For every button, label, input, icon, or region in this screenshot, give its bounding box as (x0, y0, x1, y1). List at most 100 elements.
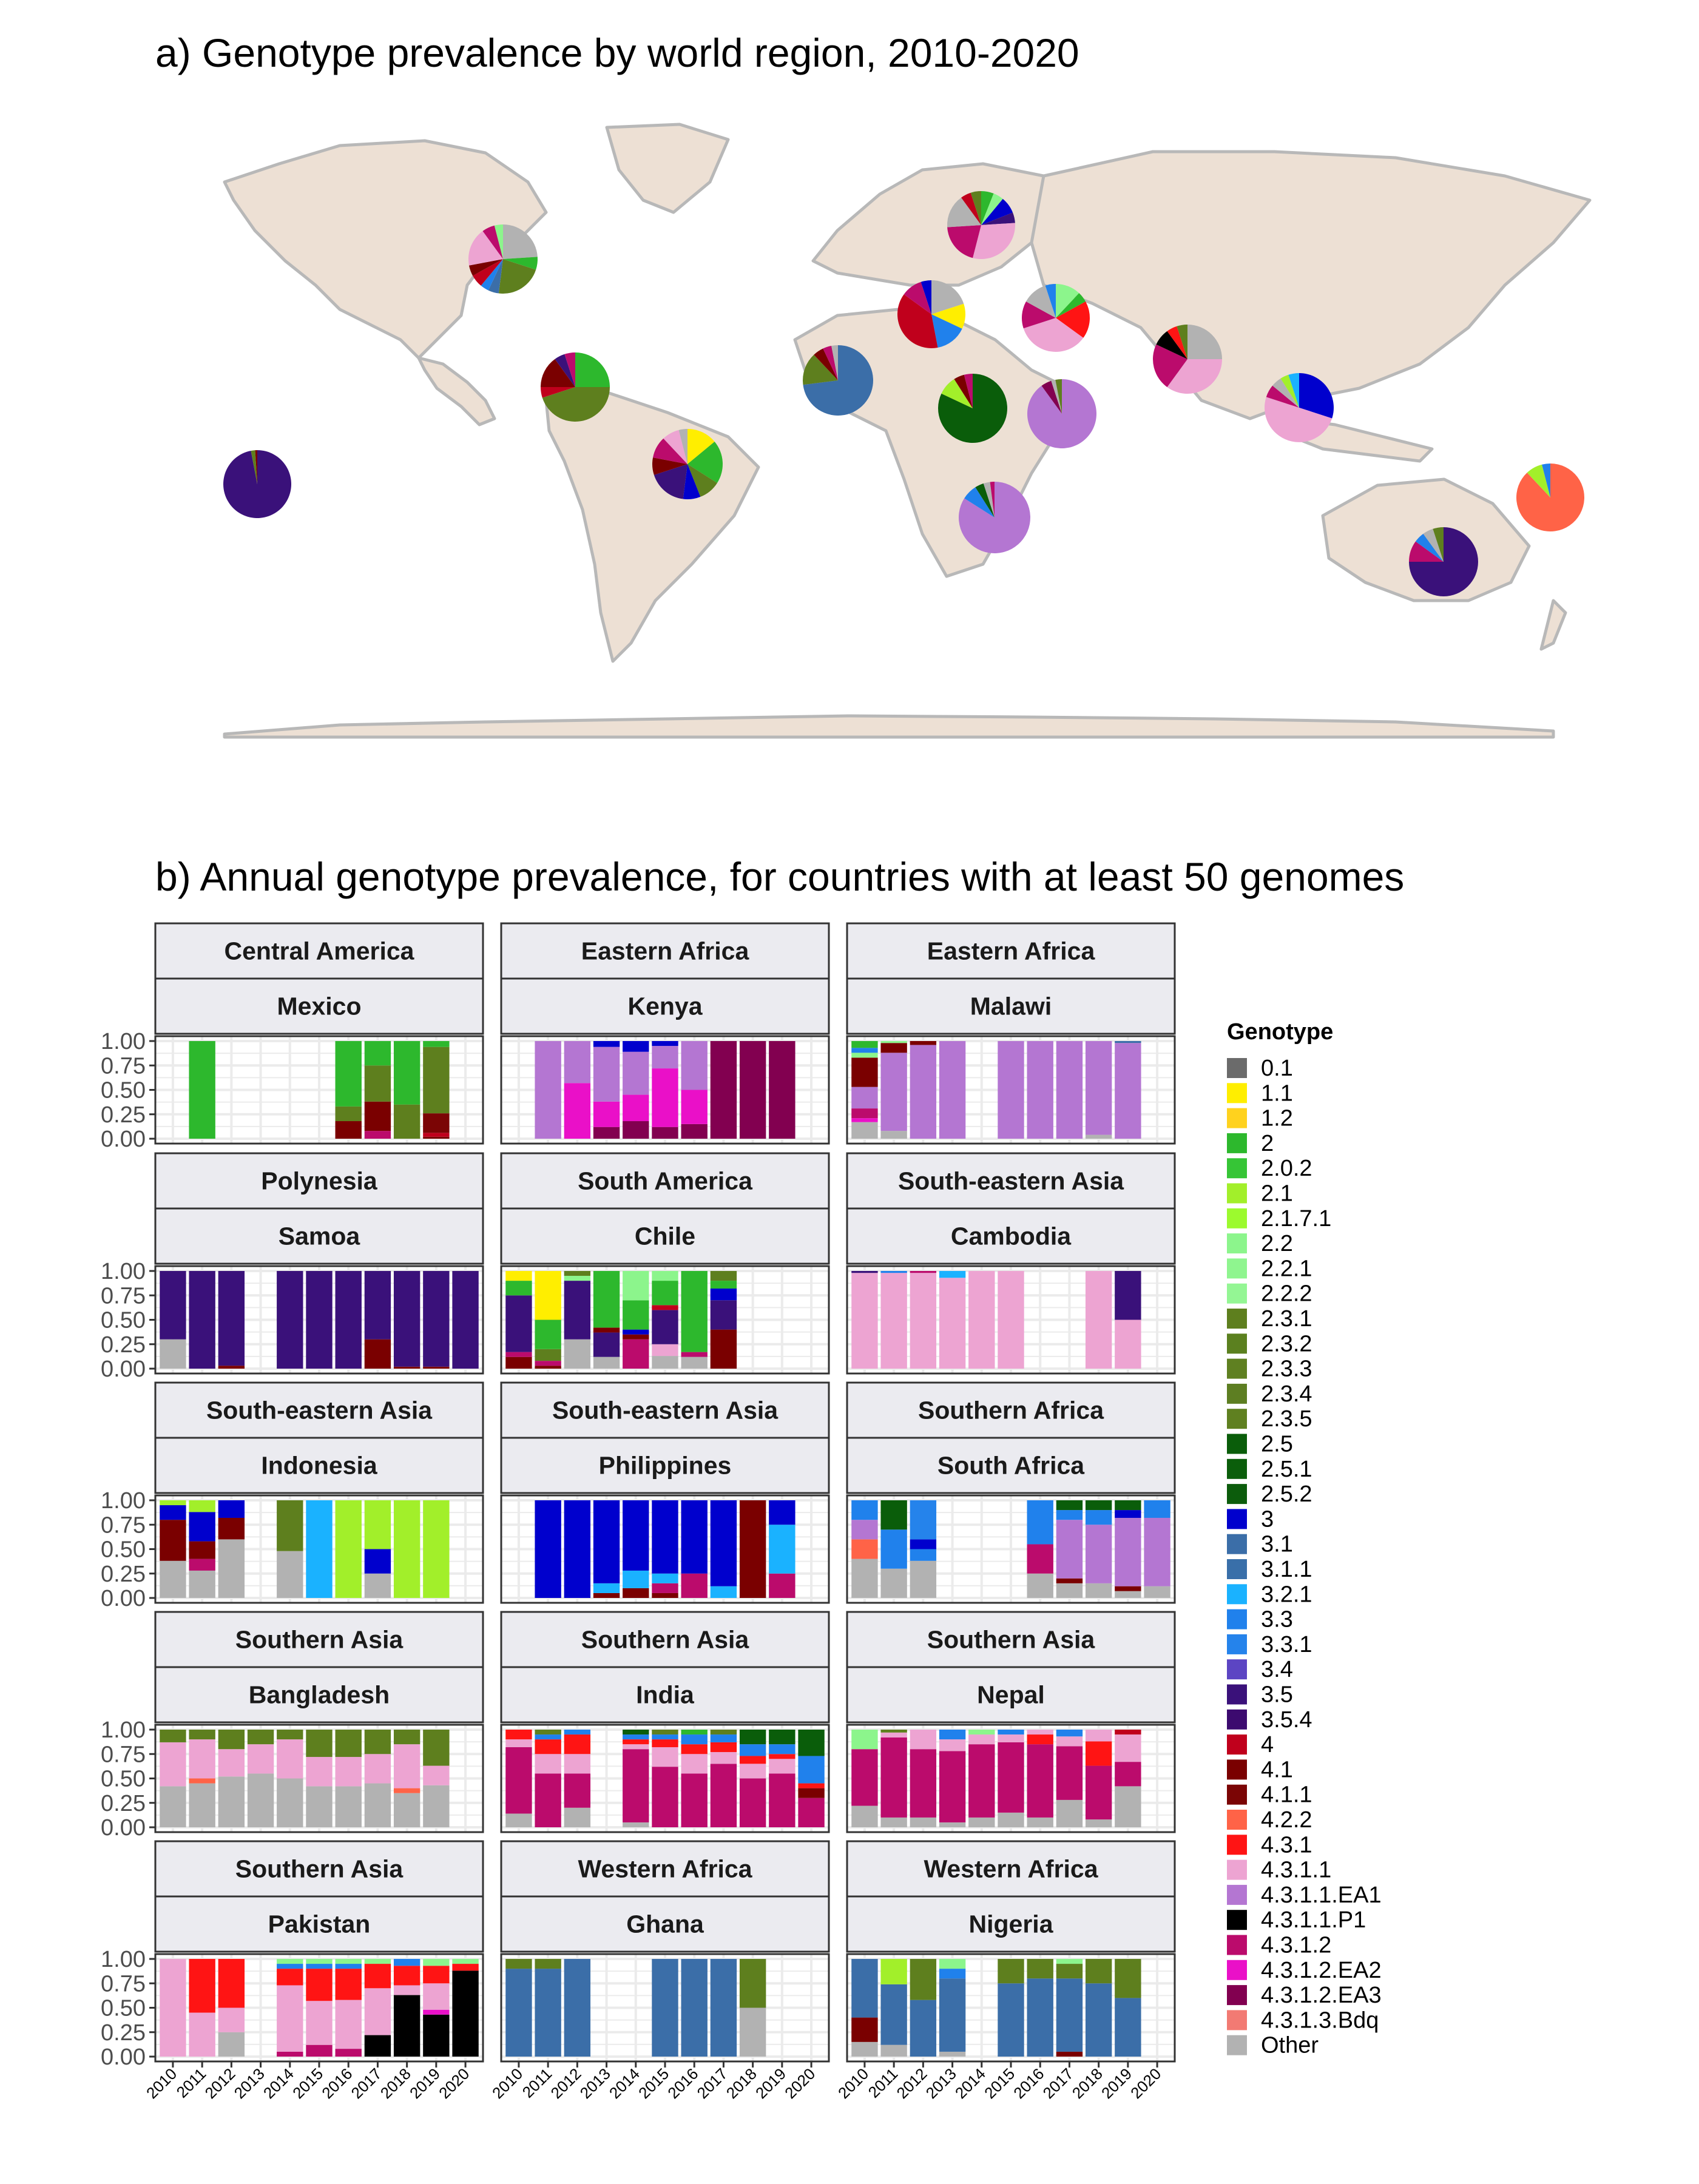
bar-segment-3-3 (1085, 1510, 1112, 1525)
bar-segment-2-3-1 (393, 1730, 421, 1745)
bar-segment-3-5 (335, 1271, 362, 1369)
legend-label: Other (1261, 2033, 1319, 2058)
bar-segment-4-1 (851, 1057, 878, 1087)
bar-segment-2 (535, 1320, 561, 1349)
bar-segment-4-3-1-2 (851, 1749, 878, 1806)
bar-segment-3 (652, 1500, 678, 1574)
bar-segment-2-3-1 (1085, 1959, 1112, 1984)
pie-slice-2 (503, 257, 538, 270)
bar-segment-other (160, 1339, 186, 1369)
bar-segment-4-3-1-2-ea3 (593, 1127, 620, 1139)
pie-slice-4-3-1-1 (1167, 359, 1222, 394)
bar-segment-4-3-1-2 (623, 1749, 649, 1822)
bar-segment-3 (623, 1041, 649, 1052)
facet-strip-region: South-eastern Asia (206, 1397, 433, 1424)
bar-segment-4-3-1-1 (998, 1734, 1024, 1742)
bar-segment-2-2 (452, 1959, 479, 1964)
bar-segment-4-3-1-2-ea2 (564, 1083, 591, 1139)
legend-label: 4 (1261, 1732, 1274, 1758)
legend-label: 2.0.2 (1261, 1156, 1312, 1181)
facet-mexico: Central America Mexico 1.000.750.500.250.0… (101, 922, 484, 1152)
x-tick-label: 2017 (348, 2064, 385, 2102)
y-tick-label: 0.00 (101, 1815, 146, 1841)
bar-segment-2-1 (189, 1500, 215, 1512)
bar-segment-4-3-1-1 (939, 1739, 966, 1751)
x-tick-label: 2020 (1127, 2064, 1164, 2102)
bar-segment-3-1 (1115, 1998, 1141, 2057)
pie-slice-other (831, 345, 838, 380)
bar-segment-3-3 (880, 1271, 907, 1273)
x-tick-label: 2019 (406, 2064, 444, 2102)
bar-segment-other (1056, 1583, 1083, 1598)
legend-item-2-1: 2.1 (1227, 1181, 1293, 1207)
facet-strip-country-bg (500, 1666, 830, 1724)
pie-slice-4-3-1-2 (564, 352, 575, 387)
bar-segment-4-3-1-1 (364, 1754, 391, 1784)
bar-segment-2-2 (939, 1959, 966, 1969)
legend-label: 3.1.1 (1261, 1557, 1312, 1582)
bar-segment-other (364, 1573, 391, 1598)
bar-segment-4-3-1 (452, 1964, 479, 1971)
bar-segment-3-3 (1144, 1500, 1170, 1518)
legend-item-3-3: 3.3 (1227, 1607, 1293, 1633)
bar-segment-4-3-1-2 (998, 1742, 1024, 1813)
bar-segment-4-1 (423, 1136, 450, 1139)
bar-segment-2 (335, 1041, 362, 1107)
pie-slice-4-3-1-1 (468, 231, 503, 266)
pie-slice-2 (1056, 293, 1086, 318)
legend-item-4: 4 (1227, 1732, 1274, 1758)
bar-segment-3-3 (393, 1959, 421, 1966)
legend-key (1227, 1233, 1247, 1254)
legend-label: 3.3 (1261, 1607, 1293, 1633)
bar-segment-4-3-1-1-ea1 (593, 1046, 620, 1102)
bar-segment-4-3-1-1 (393, 1744, 421, 1788)
y-tick-label: 1.00 (101, 1029, 146, 1054)
bar-segment-4-3-1-1 (505, 1739, 532, 1747)
pie-slice-3-3 (964, 487, 995, 517)
bar-segment-2-5 (769, 1730, 795, 1745)
legend-item-2-3-1: 2.3.1 (1227, 1306, 1312, 1332)
facet-strip-region: Polynesia (261, 1167, 378, 1195)
bar-segment-4-3-1-1 (1085, 1271, 1112, 1369)
bar-segment-3-5 (277, 1271, 303, 1369)
facet-strip-country-bg (846, 977, 1176, 1035)
bar-segment-3-2-1 (710, 1586, 737, 1598)
bar-segment-4-3-1-1 (423, 1765, 450, 1785)
bar-segment-4 (423, 1133, 450, 1137)
bar-segment-4-3-1-2-ea3 (652, 1127, 678, 1139)
landmass-europe (811, 162, 1064, 287)
facet-strip-region: Southern Asia (927, 1626, 1096, 1654)
legend-key (1227, 1509, 1247, 1529)
bar-segment-3-3 (277, 1964, 303, 1969)
pie-central-america (541, 352, 610, 422)
pie-slice-4-3-1-2 (482, 225, 503, 259)
pie-slice-2-5 (975, 483, 995, 517)
bar-segment-2-5 (623, 1730, 649, 1735)
bar-segment-3 (910, 1539, 937, 1549)
bar-segment-4-3-1-1-ea1 (623, 1051, 649, 1095)
bar-segment-4-1 (423, 1366, 450, 1369)
bar-segment-4-1 (880, 1043, 907, 1053)
pie-slice-4-3-1-1 (1023, 318, 1084, 352)
x-tick-label: 2011 (519, 2064, 556, 2101)
bar-segment-4-3-1-2-ea3 (681, 1124, 708, 1139)
bar-segment-4-3-1-1 (277, 1985, 303, 2052)
bar-segment-4-3-1-2 (710, 1764, 737, 1827)
bar-segment-4-1-1 (423, 1113, 450, 1133)
bar-segment-2-3-1 (535, 1730, 561, 1735)
facet-strip-region-bg (154, 922, 484, 980)
pie-slice-2-3-1 (251, 450, 257, 484)
pie-australia-and-new-zealand (1409, 527, 1478, 596)
facet-strip-country: Pakistan (268, 1910, 371, 1938)
bar-segment-4-3-1-1 (1056, 1736, 1083, 1747)
legend-key (1227, 1133, 1247, 1153)
bar-segment-4-3-1-1 (998, 1271, 1024, 1369)
legend-item-2-3-4: 2.3.4 (1227, 1381, 1312, 1407)
bar-segment-2-2 (423, 1959, 450, 1966)
legend-key (1227, 1058, 1247, 1078)
bar-segment-2-1 (364, 1500, 391, 1549)
pie-slice-2-3-1 (803, 354, 838, 385)
legend-label: 4.2.2 (1261, 1807, 1312, 1833)
legend-label: 2.3.4 (1261, 1381, 1312, 1407)
bar-segment-4-3-1-2-ea2 (681, 1090, 708, 1124)
